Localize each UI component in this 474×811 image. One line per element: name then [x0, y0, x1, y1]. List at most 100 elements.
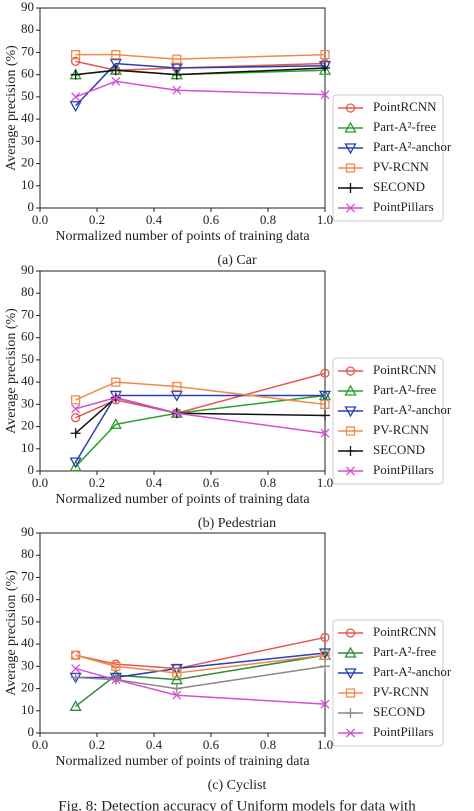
legend-marker	[344, 646, 357, 658]
data-point	[320, 661, 330, 672]
series-line	[75, 396, 326, 434]
series-line	[75, 654, 326, 707]
x-axis-label: Normalized number of points of training …	[55, 754, 310, 769]
y-axis-label: Average precision (%)	[4, 570, 19, 696]
data-point	[111, 377, 121, 387]
legend-label: Part-A²-free	[373, 119, 436, 134]
legend-marker	[344, 143, 357, 155]
data-point	[172, 408, 182, 418]
x-tick-label: 0.2	[89, 737, 105, 752]
legend-label: PointRCNN	[373, 99, 437, 114]
data-point	[70, 413, 81, 423]
data-point	[172, 690, 182, 700]
data-point	[69, 101, 82, 113]
data-point	[70, 428, 81, 439]
x-tick-label: 0.4	[146, 212, 163, 227]
legend-marker	[346, 203, 355, 213]
data-point	[320, 399, 330, 409]
y-tick-label: 70	[21, 306, 34, 321]
x-tick-label: 0.4	[146, 737, 163, 752]
y-tick-label: 90	[21, 262, 34, 277]
legend-label: Part-A²-free	[373, 644, 436, 659]
y-tick-label: 20	[21, 418, 34, 433]
series-line	[75, 654, 326, 674]
x-tick-label: 0.8	[260, 212, 276, 227]
x-tick-label: 1.0	[317, 737, 333, 752]
data-point	[172, 668, 182, 678]
x-tick-label: 0.6	[203, 737, 220, 752]
legend-box	[332, 357, 444, 485]
y-tick-label: 30	[21, 657, 34, 672]
data-point	[70, 395, 81, 405]
data-point	[111, 393, 121, 403]
data-point	[320, 699, 330, 709]
data-point	[111, 675, 121, 685]
figure-caption: Fig. 8: Detection accuracy of Uniform mo…	[58, 798, 416, 811]
data-point	[111, 50, 121, 60]
data-point	[70, 672, 81, 683]
series-line	[75, 381, 326, 406]
y-tick-label: 20	[21, 680, 34, 695]
legend-label: Part-A²-anchor	[373, 664, 452, 679]
data-point	[171, 683, 182, 694]
series-line	[75, 394, 326, 468]
data-point	[318, 63, 332, 75]
legend-label: PV-RCNN	[373, 422, 429, 437]
legend-label: Part-A²-anchor	[373, 402, 452, 417]
series-line	[75, 636, 326, 670]
y-tick-label: 30	[21, 395, 34, 410]
data-point	[111, 76, 121, 86]
legend-marker	[344, 121, 357, 133]
y-tick-label: 70	[21, 568, 34, 583]
legend-label: PV-RCNN	[373, 159, 429, 174]
data-point	[171, 69, 182, 80]
data-point	[172, 85, 182, 95]
legend-marker	[345, 163, 356, 173]
series-line	[75, 372, 326, 419]
y-tick-label: 80	[21, 284, 34, 299]
data-point	[318, 61, 332, 73]
data-point	[110, 65, 121, 76]
y-tick-label: 30	[21, 132, 34, 147]
plot-frame	[39, 270, 326, 472]
legend-marker	[346, 466, 355, 476]
x-tick-label: 0.0	[32, 212, 48, 227]
data-point	[320, 428, 330, 438]
legend-marker	[345, 183, 356, 193]
legend-marker	[344, 406, 357, 418]
data-point	[320, 650, 330, 660]
data-point	[109, 58, 122, 70]
data-point	[69, 457, 82, 469]
legend-label: PointPillars	[373, 199, 434, 214]
data-point	[170, 63, 183, 75]
x-tick-label: 0.6	[203, 475, 220, 490]
x-tick-label: 1.0	[317, 475, 333, 490]
series-line	[75, 62, 326, 107]
y-tick-label: 50	[21, 88, 34, 103]
data-point	[318, 390, 332, 402]
data-point	[71, 664, 81, 674]
x-tick-label: 0.8	[260, 475, 276, 490]
data-point	[320, 632, 330, 643]
series-line	[75, 667, 326, 705]
y-tick-label: 40	[21, 635, 34, 650]
y-tick-label: 0	[28, 199, 35, 214]
legend-box	[332, 619, 444, 747]
series-line	[75, 67, 326, 76]
x-tick-label: 0.4	[146, 475, 163, 490]
legend-label: SECOND	[373, 704, 425, 719]
legend-label: Part-A²-free	[373, 382, 436, 397]
y-tick-label: 60	[21, 591, 34, 606]
data-point	[320, 410, 330, 421]
series-line	[75, 53, 326, 60]
series-line	[75, 80, 326, 98]
plot-frame	[39, 7, 326, 209]
data-point	[70, 69, 81, 80]
y-tick-label: 90	[21, 524, 34, 539]
data-point	[70, 650, 81, 660]
data-point	[69, 699, 82, 711]
legend-marker	[345, 708, 356, 718]
series-line	[75, 665, 326, 690]
y-tick-label: 80	[21, 546, 34, 561]
data-point	[320, 90, 330, 100]
